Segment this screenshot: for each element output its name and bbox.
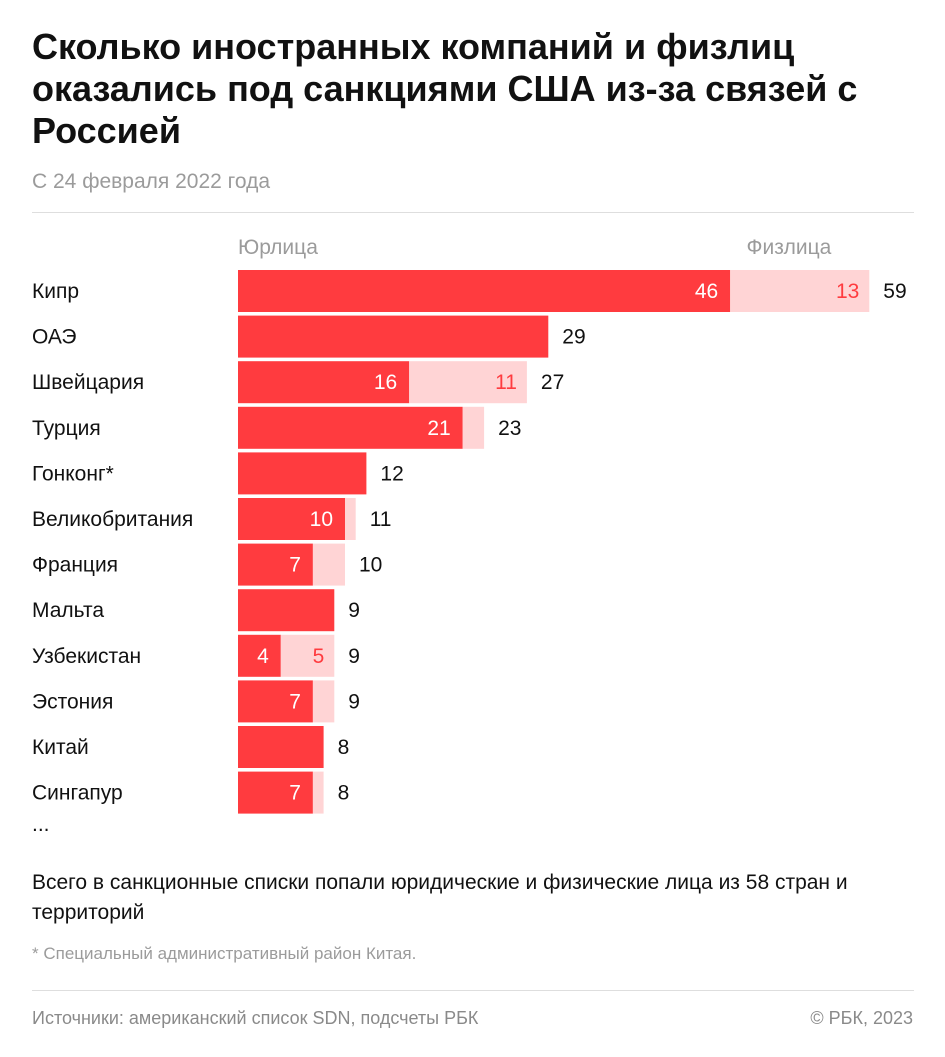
value-label-legal: 10 (310, 508, 333, 531)
total-label: 27 (541, 371, 564, 394)
category-label: Китай (32, 736, 89, 759)
category-label: Эстония (32, 690, 113, 713)
bar-legal-entities (238, 498, 345, 540)
legend-individuals: Физлица (747, 236, 832, 259)
category-label: Франция (32, 554, 118, 577)
bar-individuals (345, 498, 356, 540)
category-label: ОАЭ (32, 326, 77, 349)
total-label: 59 (883, 280, 906, 303)
total-label: 12 (380, 462, 403, 485)
continuation-ellipsis: ... (32, 813, 50, 836)
total-label: 9 (348, 599, 360, 622)
value-label-legal: 4 (257, 645, 269, 668)
total-label: 10 (359, 554, 382, 577)
total-label: 9 (348, 690, 360, 713)
value-label-legal: 7 (289, 554, 301, 577)
total-label: 8 (338, 782, 350, 805)
category-label: Мальта (32, 599, 104, 622)
bar-legal-entities (238, 270, 731, 312)
stacked-bar-chart: Юрлица Физлица Кипр 46 13 59 ОАЭ 29 Швейцария 16 1… (32, 236, 907, 836)
bar-legal-entities (238, 634, 281, 677)
value-label-legal: 7 (289, 782, 301, 805)
category-label: Сингапур (32, 782, 123, 805)
total-label: 8 (338, 736, 350, 759)
value-label-legal: 46 (695, 280, 718, 303)
bar-legal-entities (238, 589, 335, 632)
footnote: * Специальный административный район Кит… (32, 944, 417, 963)
bar-legal-entities (238, 680, 313, 723)
category-label: Кипр (32, 280, 79, 303)
category-label: Турция (32, 417, 101, 440)
bar-individuals (730, 270, 870, 312)
bar-individuals (409, 361, 527, 404)
chart-title: Сколько иностранных компаний и физлиц ок… (32, 26, 858, 151)
bar-individuals (312, 543, 345, 586)
total-label: 9 (348, 645, 360, 668)
copyright-text: © РБК, 2023 (810, 1008, 913, 1028)
sources-text: Источники: американский список SDN, подс… (32, 1008, 479, 1028)
summary-note: Всего в санкционные списки попали юридич… (32, 871, 848, 924)
bar-individuals (462, 406, 485, 449)
category-label: Великобритания (32, 508, 193, 531)
bar-individuals (312, 680, 335, 723)
bar-legal-entities (238, 771, 313, 814)
total-label: 23 (498, 417, 521, 440)
top-divider (32, 212, 914, 213)
value-label-legal: 7 (289, 690, 301, 713)
bar-legal-entities (238, 315, 549, 358)
category-label: Узбекистан (32, 645, 141, 668)
value-label-individuals: 13 (836, 280, 859, 303)
chart-subtitle: С 24 февраля 2022 года (32, 170, 271, 193)
bar-legal-entities (238, 361, 410, 404)
bar-legal-entities (238, 543, 313, 586)
category-label: Швейцария (32, 371, 144, 394)
bottom-divider (32, 990, 914, 991)
value-label-individuals: 11 (495, 371, 517, 394)
value-label-individuals: 5 (313, 645, 325, 668)
value-label-legal: 21 (427, 417, 450, 440)
bar-legal-entities (238, 452, 367, 495)
legend-legal-entities: Юрлица (238, 236, 318, 259)
category-label: Гонконг* (32, 462, 114, 485)
total-label: 29 (562, 326, 585, 349)
total-label: 11 (370, 508, 392, 531)
bar-legal-entities (238, 726, 324, 768)
bar-individuals (312, 771, 324, 814)
value-label-legal: 16 (374, 371, 397, 394)
bar-individuals (280, 634, 335, 677)
bar-legal-entities (238, 406, 463, 449)
